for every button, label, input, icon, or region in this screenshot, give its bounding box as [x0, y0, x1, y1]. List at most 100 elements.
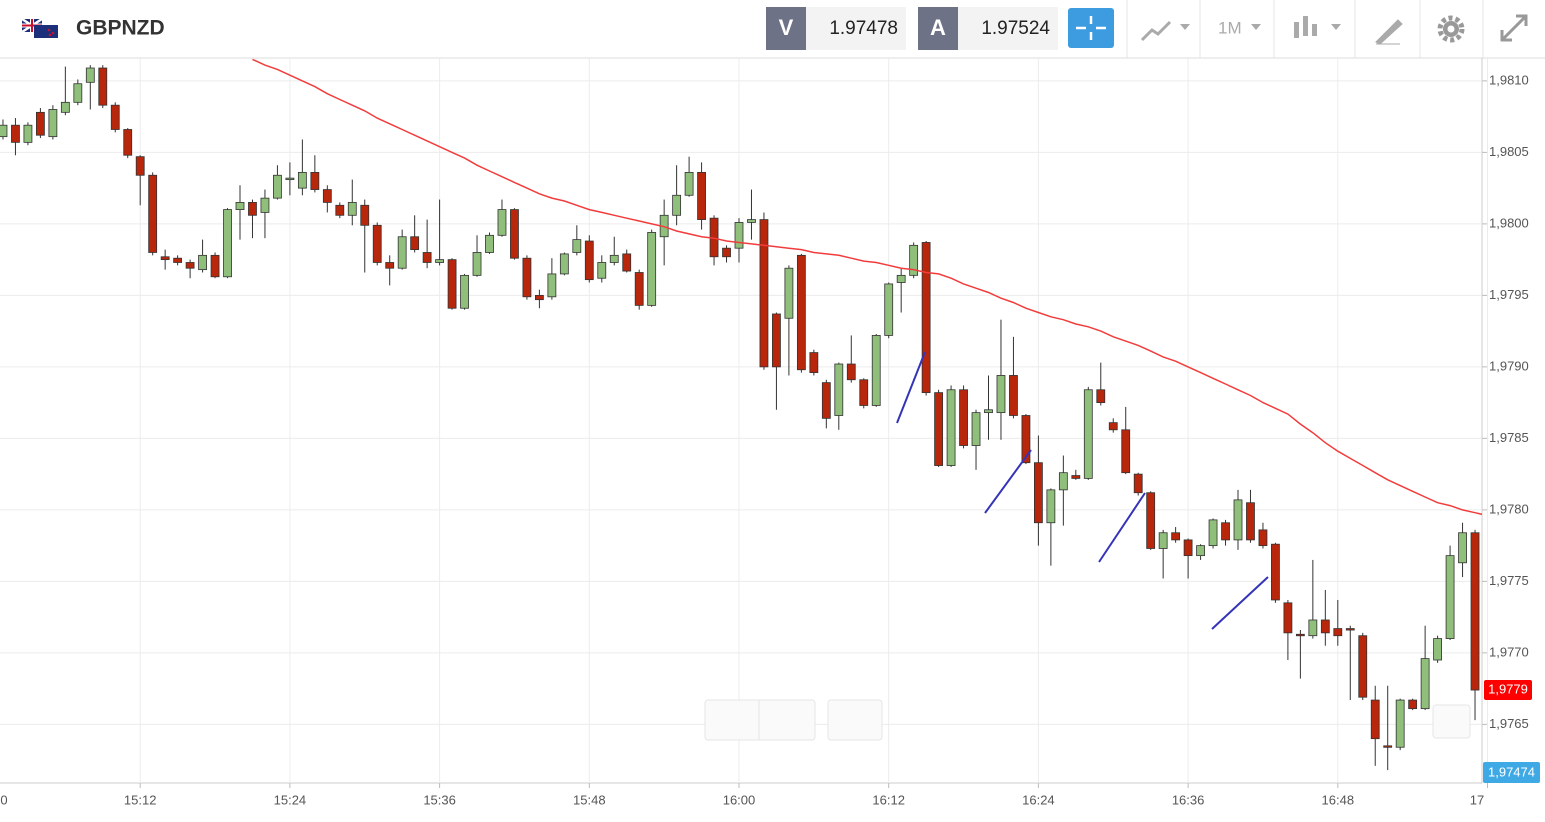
candle-body — [996, 375, 1006, 414]
candle-body — [460, 274, 469, 309]
candle-body — [684, 171, 694, 196]
candle-body — [210, 254, 220, 278]
candle-body — [859, 379, 869, 406]
x-tick-label: 16:24 — [1022, 792, 1055, 807]
candle-body — [572, 239, 582, 253]
zoom-controls[interactable] — [704, 699, 1471, 741]
fullscreen-button[interactable] — [1500, 14, 1528, 42]
candle-body — [1395, 699, 1405, 748]
x-tick-label: 15:24 — [274, 792, 307, 807]
candle-body — [946, 389, 956, 466]
candle-body — [597, 262, 607, 279]
candle-body — [759, 219, 769, 368]
candle-body — [36, 111, 45, 136]
candle-body — [23, 124, 33, 143]
candle-body — [73, 83, 83, 103]
candle-body — [1158, 532, 1168, 549]
candle-body — [1083, 389, 1093, 479]
candle-body — [1058, 472, 1068, 491]
candle-body — [1108, 422, 1118, 431]
candle-body — [235, 202, 245, 210]
candle-body — [884, 283, 894, 336]
x-tick-label: 16:36 — [1172, 792, 1205, 807]
buy-price: 1.97524 — [981, 18, 1050, 39]
candle-body — [809, 352, 819, 373]
x-tick-label: 15:48 — [573, 792, 606, 807]
y-tick-label: 1,9790 — [1489, 358, 1529, 373]
candle-body — [148, 174, 158, 253]
toolbar-separators — [1126, 0, 1484, 58]
x-tick-label: 16:12 — [872, 792, 905, 807]
candle-body — [135, 156, 145, 176]
candle-body — [98, 67, 108, 106]
candle-style-button[interactable] — [1294, 16, 1341, 38]
x-tick-label: 16:48 — [1322, 792, 1355, 807]
candle-body — [1121, 429, 1131, 474]
candle-body — [634, 272, 644, 306]
candle-body — [609, 254, 619, 263]
candle-body — [1308, 619, 1318, 637]
candle-body — [335, 204, 345, 216]
candle-body — [297, 171, 307, 189]
candle-body — [584, 240, 594, 281]
x-tick-label: 15:36 — [423, 792, 456, 807]
candle-body — [1258, 529, 1268, 547]
candle-body — [647, 232, 657, 306]
candle-body — [522, 257, 532, 298]
candle-body — [1133, 473, 1143, 494]
candle-body — [846, 363, 856, 381]
candle-body — [48, 109, 58, 138]
candle-body — [871, 335, 881, 406]
y-tick-label: 1,9775 — [1489, 573, 1529, 588]
timeframe[interactable]: 1M — [1218, 18, 1242, 37]
candle-body — [11, 124, 20, 143]
candle-body — [285, 177, 295, 181]
buy-button[interactable] — [918, 7, 958, 50]
sell-button[interactable] — [766, 7, 806, 50]
y-tick-label: 1,9810 — [1489, 72, 1529, 87]
crosshair-button[interactable] — [1068, 8, 1114, 48]
x-tick-label: 0 — [0, 792, 7, 807]
buy-price-box[interactable] — [958, 7, 1058, 50]
candle-body — [734, 222, 744, 249]
candle-body — [1146, 492, 1156, 549]
candle-body — [834, 363, 844, 416]
sell-price-box[interactable] — [806, 7, 906, 50]
candle-body — [747, 219, 756, 223]
drawn-trend-lines — [896, 351, 1269, 630]
candle-body — [485, 234, 494, 253]
candle-body — [921, 242, 931, 394]
candle-body — [397, 236, 407, 269]
candle-body — [1283, 602, 1293, 634]
candle-body — [198, 254, 207, 271]
settings-button[interactable] — [1437, 15, 1465, 43]
y-tick-label: 1,9785 — [1489, 430, 1529, 445]
candle-body — [1420, 658, 1430, 710]
y-tick-label: 1,9765 — [1489, 716, 1529, 731]
candle-body — [1470, 532, 1480, 691]
draw-button[interactable] — [1375, 19, 1403, 45]
chart-type-button[interactable] — [1140, 20, 1190, 42]
candle-body — [1009, 375, 1018, 416]
axis-labels: 1,9765 1,9770 1,9775 1,9780 1,9785 1,9790 1,97… — [0, 72, 1540, 807]
moving-average — [252, 58, 1482, 516]
sell-price: 1.97478 — [829, 18, 898, 39]
candle-body — [410, 236, 420, 251]
candle-body — [248, 202, 257, 216]
candle-body — [260, 197, 270, 213]
candle-body — [1233, 499, 1243, 541]
current-price-tag — [1484, 680, 1532, 701]
candle-body — [622, 253, 632, 272]
candle-body — [123, 129, 133, 156]
y-tick-label: 1,9800 — [1489, 215, 1529, 230]
candle-body — [959, 389, 968, 446]
candle-body — [273, 174, 282, 199]
y-tick-label: 1,9795 — [1489, 287, 1529, 302]
candle-body — [173, 257, 183, 263]
candle-body — [1183, 539, 1193, 557]
candle-body — [984, 409, 993, 414]
candle-body — [1383, 745, 1393, 748]
candle-body — [672, 194, 682, 216]
candle-body — [1196, 545, 1205, 557]
